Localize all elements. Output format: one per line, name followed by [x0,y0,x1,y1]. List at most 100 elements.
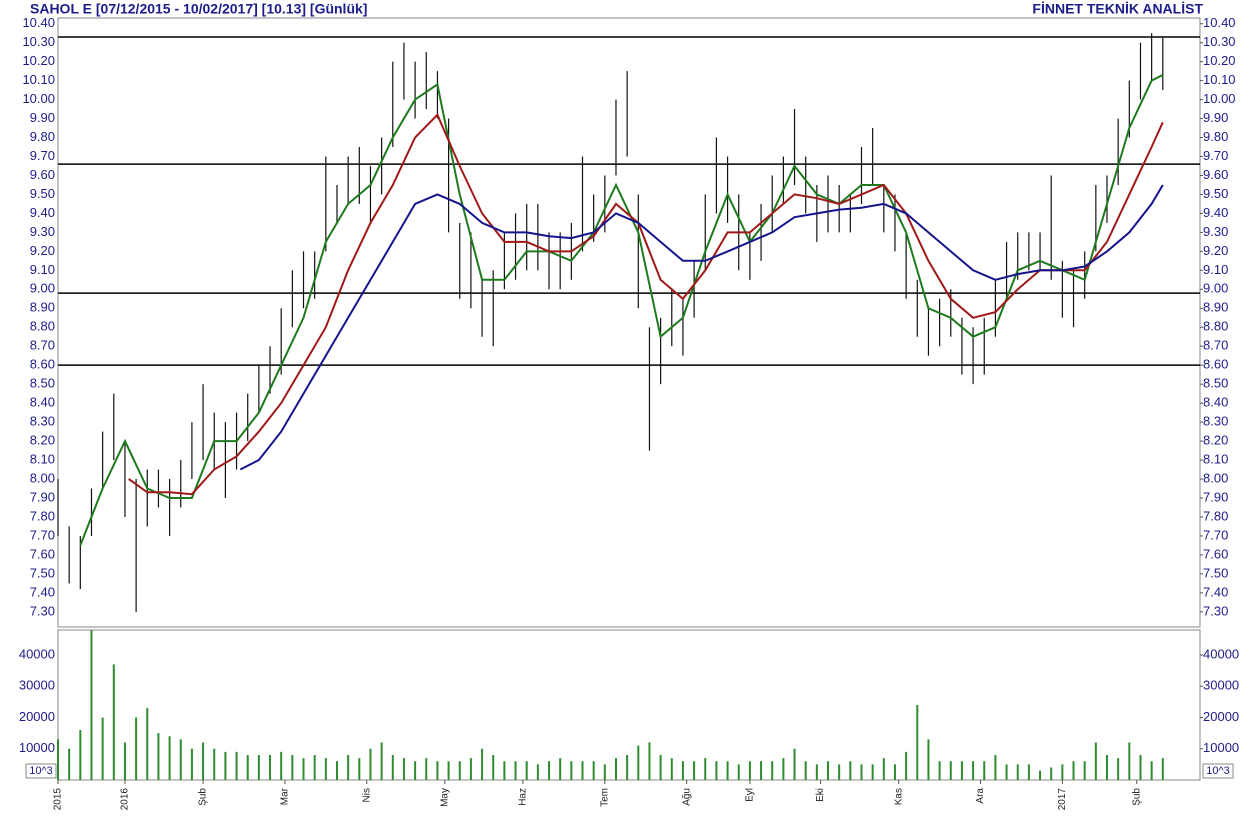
y-tick-label: 8.30 [1203,414,1228,429]
volume-bar [492,755,495,780]
volume-tick-label: 20000 [1203,709,1239,724]
y-tick-label: 9.40 [30,205,55,220]
source: FİNNET TEKNİK ANALİST [1032,1,1203,17]
y-tick-label: 9.20 [30,243,55,258]
volume-tick-label: 20000 [19,709,55,724]
y-tick-label: 9.30 [30,224,55,239]
x-tick-label: Ağu [681,788,692,806]
y-tick-label: 9.50 [30,186,55,201]
x-tick-label: Kas [893,788,904,805]
y-tick-label: 9.60 [30,167,55,182]
volume-bar [603,764,606,780]
volume-bar [101,717,104,780]
moving-average [128,113,1164,496]
y-tick-label: 10.10 [1203,72,1236,87]
volume-bar [190,748,193,780]
price-panel [57,17,1201,628]
y-tick-label: 9.00 [30,281,55,296]
volume-tick-label: 10000 [19,740,55,755]
volume-bar [715,761,718,780]
y-tick-label: 8.80 [30,319,55,334]
unit-box [25,763,57,779]
volume-bar [1139,755,1142,780]
volume-panel [57,629,1201,781]
volume-bar [414,761,417,780]
volume-bar [123,742,126,780]
volume-bar [391,755,394,780]
volume-bar [648,742,651,780]
volume-tick-label: 40000 [19,646,55,661]
y-tick-label: 8.50 [30,376,55,391]
volume-bar [581,761,584,780]
volume-bar [302,758,305,780]
volume-bar [771,761,774,780]
volume-bar [871,764,874,780]
volume-bar [1016,764,1019,780]
volume-bar [168,736,171,780]
volume-bar [1050,767,1053,780]
x-tick-label: Eki [815,788,826,802]
volume-bar [860,764,863,780]
volume-bar [235,751,238,780]
y-tick-label: 10.40 [1203,15,1236,30]
volume-bar [927,739,930,780]
volume-bar [1106,755,1109,780]
volume-bar [614,758,617,780]
volume-bar [670,758,673,780]
y-tick-label: 10.00 [1203,91,1236,106]
y-tick-label: 7.70 [1203,527,1228,542]
unit-label: 10^3 [29,765,53,777]
volume-bar [436,761,439,780]
y-tick-label: 8.50 [1203,376,1228,391]
y-tick-label: 8.10 [1203,451,1228,466]
volume-bar [782,758,785,780]
volume-bar [68,748,71,780]
volume-bar [838,764,841,780]
volume-bar [358,758,361,780]
volume-bar [369,748,372,780]
volume-bar [135,717,138,780]
x-tick-label: Mar [280,787,291,805]
volume-bar [380,742,383,780]
y-tick-label: 7.60 [1203,546,1228,561]
volume-bar [681,761,684,780]
volume-bar [224,751,227,780]
y-tick-label: 8.30 [30,414,55,429]
volume-bar [849,761,852,780]
volume-bar [269,755,272,780]
volume-bar [525,761,528,780]
y-tick-label: 7.30 [30,603,55,618]
y-tick-label: 10.20 [22,53,55,68]
y-tick-label: 9.60 [1203,167,1228,182]
volume-bar [458,761,461,780]
x-tick-label: Haz [518,788,529,806]
y-tick-label: 8.90 [30,300,55,315]
volume-bar [737,764,740,780]
volume-bar [90,630,93,780]
volume-bar [157,733,160,780]
volume-bar [905,751,908,780]
volume-bar [726,761,729,780]
volume-bar [972,761,975,780]
y-tick-label: 8.40 [1203,395,1228,410]
volume-bar [481,748,484,780]
y-tick-label: 8.60 [1203,357,1228,372]
y-tick-label: 7.90 [1203,489,1228,504]
volume-bar [291,755,294,780]
y-tick-label: 8.10 [30,451,55,466]
y-tick-label: 8.80 [1203,319,1228,334]
volume-bar [1039,770,1042,780]
y-tick-label: 8.00 [1203,470,1228,485]
y-tick-label: 10.30 [22,34,55,49]
volume-bar [79,730,82,780]
volume-bar [1072,761,1075,780]
volume-bar [815,764,818,780]
volume-bar [447,761,450,780]
volume-bar [536,764,539,780]
volume-bar [469,758,472,780]
x-tick-label: 2016 [120,788,131,811]
volume-bar [548,761,551,780]
x-tick-label: Tem [599,788,610,807]
volume-bar [1005,764,1008,780]
x-tick-label: Eyl [745,788,756,802]
